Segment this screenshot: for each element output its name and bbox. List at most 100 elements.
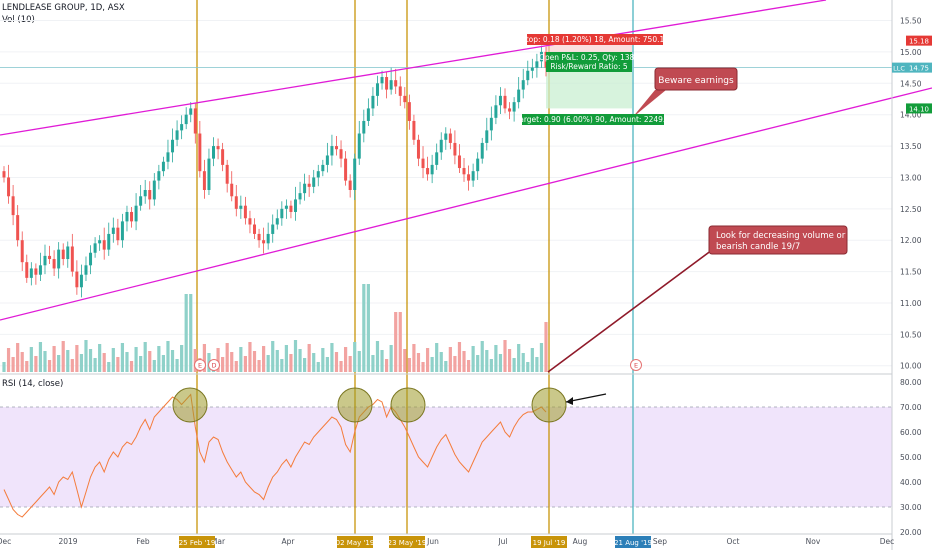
candle-body: [93, 243, 97, 253]
rsi-band-fill: [0, 407, 892, 507]
volume-bar: [312, 353, 316, 372]
candle-body: [526, 70, 530, 81]
stop-label: Stop: 0.18 (1.20%) 18, Amount: 750.16: [521, 35, 669, 44]
volume-bar: [430, 357, 434, 372]
candle-body: [70, 246, 74, 272]
candle-body: [239, 205, 243, 209]
stop-price-label: 15.18: [909, 38, 929, 46]
rsi-line: [3, 393, 547, 518]
volume-bar: [116, 357, 120, 372]
candle-body: [439, 139, 443, 153]
volume-bar: [57, 355, 61, 372]
annotations[interactable]: Beware earnings Look for decreasing volum…: [172, 67, 848, 423]
candle-body: [312, 177, 316, 187]
candle-body: [416, 139, 420, 159]
candle-body: [389, 80, 393, 90]
volume-bar: [471, 346, 475, 372]
last-price-label: 14.75: [909, 65, 929, 73]
ticker-box: [892, 62, 906, 73]
volume-bar: [407, 358, 411, 372]
rsi-tick-label: 60.00: [900, 428, 922, 437]
volume-bar: [325, 357, 329, 372]
volume-bar: [157, 346, 161, 372]
candle-body: [407, 102, 411, 121]
candle-body: [275, 218, 279, 225]
candle-body: [307, 183, 311, 187]
candle-body: [202, 171, 206, 190]
volume-bar: [293, 340, 298, 372]
volume-bar: [52, 346, 56, 372]
candle-body: [421, 158, 425, 169]
volume-bar: [262, 346, 266, 372]
volume-bar: [507, 349, 512, 372]
volume-bar: [425, 348, 430, 372]
x-tick-label: Nov: [806, 537, 821, 546]
volume-bar: [375, 341, 380, 372]
callout-earnings-text: Beware earnings: [658, 76, 734, 86]
volume-bar: [84, 340, 88, 372]
price-grid: [0, 20, 892, 367]
volume-bar: [239, 347, 243, 372]
volume-bar: [284, 345, 288, 372]
volume-bar: [2, 362, 6, 372]
candle-body: [471, 171, 475, 181]
x-tick-label: 2019: [58, 537, 77, 546]
target-label: Target: 0.90 (6.00%) 90, Amount: 2249.2: [515, 115, 670, 124]
highlight-circle: [172, 387, 208, 423]
rsi-tick-label: 70.00: [900, 403, 922, 412]
volume-bar: [371, 355, 375, 372]
candle-body: [512, 102, 516, 112]
candle-body: [116, 227, 120, 241]
volume-bar: [321, 348, 325, 372]
candle-body: [11, 196, 15, 216]
volume-bar: [120, 343, 125, 372]
candle-body: [84, 265, 88, 275]
candle-body: [344, 158, 348, 181]
volume-bar: [266, 355, 270, 372]
candle-body: [498, 95, 502, 106]
candle-body: [394, 80, 398, 87]
position-tool[interactable]: [0, 40, 892, 109]
volume-bar: [476, 355, 480, 372]
date-marker-box: [179, 536, 215, 548]
volume-bar: [107, 362, 111, 372]
volume-bar: [362, 284, 366, 372]
candle-body: [530, 67, 534, 71]
candle-body: [480, 142, 484, 159]
candle-body: [403, 95, 407, 103]
volume-bar: [43, 351, 47, 372]
candle-body: [508, 108, 512, 112]
volume-bar: [357, 351, 361, 372]
candle-body: [339, 149, 343, 159]
target-price-box: [906, 103, 932, 114]
candle-body: [143, 190, 147, 197]
volume-bar: [439, 352, 443, 372]
x-tick-label: Mar: [211, 537, 226, 546]
channel-lower: [0, 87, 932, 321]
volume-bar: [435, 343, 439, 372]
candle-body: [207, 158, 211, 190]
candle-body: [171, 139, 175, 153]
volume-bar: [330, 343, 334, 372]
candle-body: [271, 224, 275, 234]
x-tick-label: Feb: [136, 537, 150, 546]
candle-body: [234, 196, 238, 209]
candle-body: [385, 77, 389, 90]
candle-body: [380, 77, 384, 84]
x-tick-label: Apr: [282, 537, 296, 546]
rsi-tick-label: 80.00: [900, 378, 922, 387]
trend-channel[interactable]: [0, 0, 932, 321]
volume-bar: [143, 342, 147, 372]
x-tick-label: Sep: [653, 537, 667, 546]
volume-bar: [75, 345, 79, 372]
volume-bar: [111, 348, 115, 372]
volume-bar: [457, 342, 462, 372]
candle-body: [503, 95, 507, 109]
date-marker-box: [389, 536, 425, 548]
position-labels: Stop: 0.18 (1.20%) 18, Amount: 750.16 Ope…: [515, 34, 932, 125]
candle-body: [193, 108, 197, 134]
candle-body: [489, 117, 493, 131]
candle-body: [430, 164, 434, 175]
candle-body: [48, 255, 52, 260]
